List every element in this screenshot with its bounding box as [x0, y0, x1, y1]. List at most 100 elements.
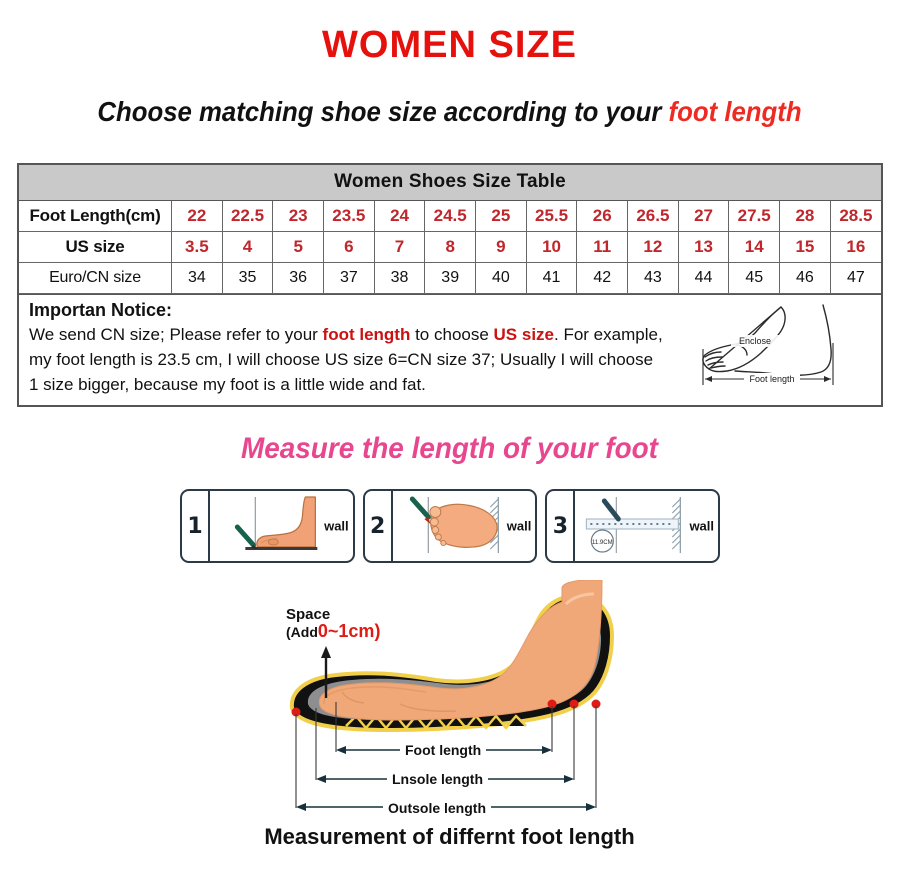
measure-point-foot-right — [547, 699, 557, 709]
cell-foot-12: 28 — [779, 201, 831, 232]
cell-us-5: 8 — [424, 231, 477, 263]
step-panel-2: 2 — [362, 489, 538, 563]
label-foot-length: Foot length — [400, 742, 487, 758]
cell-eu-0: 34 — [171, 262, 223, 294]
cell-us-2: 5 — [272, 231, 325, 263]
cell-foot-6: 25 — [475, 201, 527, 232]
cell-us-9: 12 — [627, 231, 679, 263]
size-table-caption: Women Shoes Size Table — [19, 165, 881, 201]
cell-foot-3: 23.5 — [323, 201, 375, 232]
cell-eu-1: 35 — [221, 262, 274, 294]
label-insole-length: Lnsole length — [387, 771, 488, 787]
subtitle-highlight: foot length — [668, 96, 802, 127]
foot-outline-icon: Foot length Enclose — [702, 304, 834, 385]
foot-in-shoe-illustration — [289, 580, 615, 811]
measure-point-outsole-right — [591, 699, 601, 709]
pencil-icon — [234, 524, 259, 549]
notice-line-2: my foot length is 23.5 cm, I will choose… — [29, 350, 654, 369]
cell-foot-1: 22.5 — [221, 201, 274, 232]
subtitle-text: Choose matching shoe size according to y… — [97, 96, 669, 127]
step-art-3: 11.9CM wall — [575, 491, 718, 561]
cell-eu-3: 37 — [323, 262, 375, 294]
size-table: Foot Length(cm) 22 22.5 23 23.5 24 24.5 … — [19, 201, 881, 294]
cell-foot-10: 27 — [677, 201, 730, 232]
space-word: Space — [286, 606, 331, 623]
page-title: WOMEN SIZE — [322, 24, 577, 66]
step-number-3: 3 — [547, 491, 576, 561]
measure-section-title: Measure the length of your foot — [241, 432, 658, 465]
cell-eu-5: 39 — [424, 262, 477, 294]
cell-foot-5: 24.5 — [424, 201, 477, 232]
table-row-us-size: US size 3.5 4 5 6 7 8 9 10 11 12 13 14 1… — [19, 231, 881, 263]
notice-line-3: 1 size bigger, because my foot is a litt… — [29, 375, 426, 394]
cell-eu-9: 43 — [627, 262, 679, 294]
notice-l1-c: . For example, — [554, 325, 663, 344]
cell-us-6: 9 — [475, 231, 527, 263]
measure-point-insole-right — [569, 699, 579, 709]
space-value: 0~1cm) — [317, 621, 381, 641]
table-row-foot-length: Foot Length(cm) 22 22.5 23 23.5 24 24.5 … — [19, 201, 881, 232]
cell-eu-13: 47 — [829, 262, 881, 294]
figure-label-foot-length: Foot length — [749, 374, 794, 384]
measure-point-outsole-left — [291, 707, 301, 717]
cell-us-10: 13 — [677, 231, 730, 263]
notice-highlight-foot-length: foot length — [322, 325, 411, 344]
cell-us-0: 3.5 — [171, 231, 223, 263]
step-1-wall-label: wall — [324, 518, 349, 534]
cell-foot-4: 24 — [373, 201, 426, 232]
notice-l1-b: to choose — [410, 325, 494, 344]
row-label-euro-cn-size: Euro/CN size — [19, 262, 172, 294]
row-label-foot-length: Foot Length(cm) — [19, 201, 172, 232]
pencil-icon — [602, 498, 622, 522]
cell-us-12: 15 — [779, 231, 831, 263]
step-art-2: wall — [393, 491, 536, 561]
cell-us-7: 10 — [525, 231, 578, 263]
cell-us-3: 6 — [323, 231, 375, 263]
step-number-1: 1 — [182, 491, 210, 561]
size-table-container: Women Shoes Size Table Foot Length(cm) 2… — [17, 163, 883, 407]
cell-eu-8: 42 — [576, 262, 629, 294]
step-panel-1: 1 — [180, 489, 355, 563]
cell-foot-8: 26 — [576, 201, 629, 232]
cell-eu-4: 38 — [373, 262, 426, 294]
label-outsole-length: Outsole length — [383, 800, 491, 816]
cell-us-1: 4 — [221, 231, 274, 263]
notice-highlight-us-size: US size — [493, 325, 555, 344]
ruler-reading-label: 11.9CM — [592, 540, 613, 546]
cell-foot-9: 26.5 — [627, 201, 679, 232]
important-notice: Importan Notice: We send CN size; Please… — [19, 294, 881, 405]
cell-eu-12: 46 — [779, 262, 831, 294]
foot-top-view-icon — [409, 496, 499, 553]
cell-eu-10: 44 — [677, 262, 730, 294]
space-add-text: (Add — [286, 624, 318, 640]
table-row-euro-cn-size: Euro/CN size 34 35 36 37 38 39 40 41 42 … — [19, 262, 881, 294]
measure-steps: 1 — [180, 489, 721, 563]
notice-l1-a: We send CN size; Please refer to your — [29, 325, 323, 344]
cell-foot-11: 27.5 — [728, 201, 781, 232]
foot-measurement-diagram: Space (Add0~1cm) Foot length Lnsole leng… — [250, 580, 670, 820]
page-subtitle: Choose matching shoe size according to y… — [36, 96, 863, 128]
pencil-icon — [409, 496, 431, 524]
step-art-1: wall — [210, 491, 353, 561]
cell-foot-13: 28.5 — [829, 201, 881, 232]
cell-foot-0: 22 — [171, 201, 223, 232]
space-label: Space (Add0~1cm) — [286, 606, 380, 641]
foot-outline-figure: Foot length Enclose — [691, 297, 877, 401]
step-panel-3: 3 — [545, 489, 721, 563]
cell-us-13: 16 — [829, 231, 881, 263]
cell-us-8: 11 — [576, 231, 629, 263]
row-label-us-size: US size — [19, 231, 172, 263]
ruler-measure-icon: 11.9CM — [586, 497, 682, 553]
cell-us-4: 7 — [373, 231, 426, 263]
notice-line-1: We send CN size; Please refer to your fo… — [29, 322, 871, 347]
step-number-2: 2 — [365, 491, 393, 561]
foot-side-view-icon — [234, 496, 318, 550]
cell-eu-11: 45 — [728, 262, 781, 294]
diagram-caption: Measurement of differnt foot length — [264, 824, 635, 849]
cell-eu-6: 40 — [475, 262, 527, 294]
cell-foot-7: 25.5 — [525, 201, 578, 232]
notice-title: Importan Notice: — [29, 300, 173, 320]
cell-eu-7: 41 — [525, 262, 578, 294]
cell-eu-2: 36 — [272, 262, 325, 294]
